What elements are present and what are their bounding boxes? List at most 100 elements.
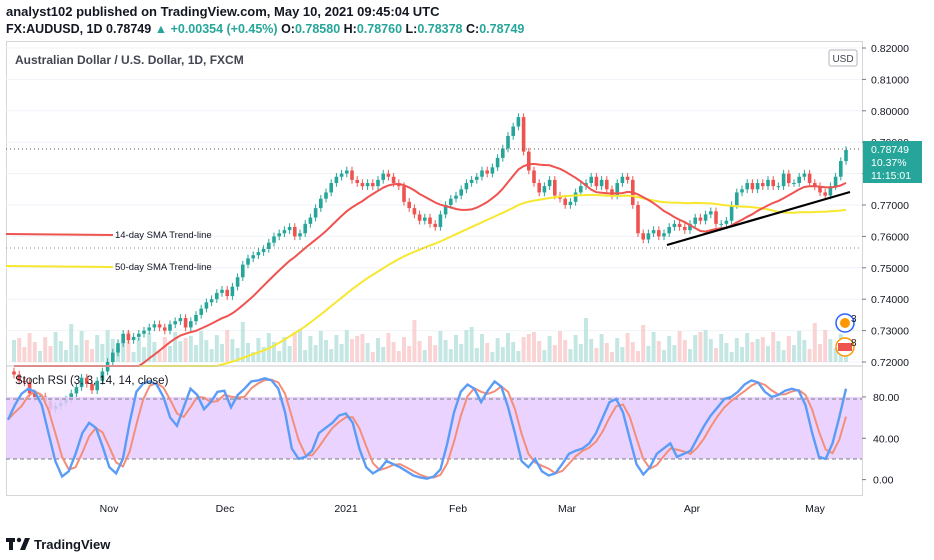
candle-body xyxy=(116,343,120,353)
candle xyxy=(355,176,359,187)
grid-lines xyxy=(6,47,862,363)
y-tick-label: 0.76000 xyxy=(871,231,909,243)
volume-bar xyxy=(500,347,505,362)
candle-body xyxy=(95,380,99,391)
candle-body xyxy=(610,189,614,196)
candle xyxy=(189,317,193,332)
tradingview-logo-icon xyxy=(6,537,30,550)
candle-body xyxy=(142,330,146,334)
volume-bar xyxy=(552,345,557,362)
volume-bar xyxy=(516,351,521,362)
volume-bar xyxy=(459,344,464,362)
volume-bar xyxy=(615,338,620,362)
candle-body xyxy=(703,214,708,221)
candle-body xyxy=(137,333,141,337)
volume-bar xyxy=(277,351,282,362)
candle xyxy=(459,185,463,200)
candle xyxy=(501,144,505,162)
candle xyxy=(792,179,796,187)
volume-bar xyxy=(282,337,287,362)
volume-bar xyxy=(589,339,594,362)
candle xyxy=(657,226,661,241)
event-badge-1[interactable]: 3 xyxy=(835,313,857,333)
candle xyxy=(12,367,16,379)
candle-body xyxy=(537,183,541,193)
x-tick-label: Mar xyxy=(558,503,577,515)
candle xyxy=(204,298,209,313)
rsi-band xyxy=(6,396,862,459)
candle xyxy=(542,182,547,197)
volume-bar xyxy=(651,332,656,362)
candle xyxy=(277,229,281,241)
volume-bar xyxy=(568,349,573,362)
price-change: +0.00354 (+0.45%) xyxy=(170,22,278,36)
candle-body xyxy=(724,220,729,224)
candle-body xyxy=(173,321,177,325)
candle xyxy=(547,176,552,190)
candle-body xyxy=(79,377,84,388)
volume-bar xyxy=(225,330,230,362)
candle xyxy=(761,179,765,190)
candle-body xyxy=(386,173,391,177)
volume-bar xyxy=(511,342,516,362)
candle xyxy=(376,176,380,190)
volume-bar xyxy=(693,335,698,362)
volume-bar xyxy=(828,339,833,362)
currency-label: USD xyxy=(832,54,853,65)
volume-bar xyxy=(22,347,27,362)
volume-bar xyxy=(131,352,136,362)
rsi-title: Stoch RSI (3, 3, 14, 14, close) xyxy=(15,375,169,387)
candle xyxy=(178,314,183,325)
volume-bar xyxy=(199,331,204,362)
legend-sma14-label: 14-day SMA Trend-line xyxy=(115,230,212,241)
candle-body xyxy=(823,192,827,196)
candle xyxy=(740,185,744,197)
candle xyxy=(313,204,318,222)
candle-body xyxy=(755,183,760,190)
footer-brand[interactable]: TradingView xyxy=(34,536,111,552)
candle-body xyxy=(85,377,89,384)
candle-body xyxy=(147,327,151,331)
candle xyxy=(194,311,198,325)
volume-bar xyxy=(672,345,677,362)
candle-body xyxy=(360,183,365,187)
candle-body xyxy=(272,236,276,243)
candle xyxy=(433,220,437,231)
candle xyxy=(662,229,666,241)
event-badge-2[interactable]: 8 xyxy=(835,337,857,357)
volume-bar xyxy=(766,346,770,362)
volume-bar xyxy=(729,352,734,362)
candle xyxy=(781,169,786,190)
candle xyxy=(527,147,531,175)
candle xyxy=(693,213,697,228)
candle-body xyxy=(22,380,27,383)
symbol-label[interactable]: FX:AUDUSD, 1D xyxy=(6,22,103,36)
candle xyxy=(329,179,333,197)
volume-bar xyxy=(438,331,443,362)
volume-bar xyxy=(464,330,469,362)
volume-bar xyxy=(360,334,365,362)
candle xyxy=(371,179,375,190)
volume-bar xyxy=(17,338,22,362)
candle-body xyxy=(334,176,339,184)
candle xyxy=(475,172,479,184)
volume-bar xyxy=(760,337,765,362)
volume-bar xyxy=(734,338,739,362)
candle-body xyxy=(261,248,266,253)
candle xyxy=(719,220,723,228)
volume-bar xyxy=(818,344,822,362)
y-tick-label: 0.72000 xyxy=(871,357,909,369)
volume-bar xyxy=(355,336,360,362)
candle-body xyxy=(230,286,235,297)
candle-body xyxy=(521,117,526,152)
price-chart[interactable]: 14-day SMA Trend-line 50-day SMA Trend-l… xyxy=(0,0,934,530)
volume-bar xyxy=(724,343,729,362)
candle xyxy=(709,207,713,219)
candle-body xyxy=(267,242,271,249)
volume-bar xyxy=(454,335,458,362)
volume-bar xyxy=(194,345,198,362)
low-value: 0.78378 xyxy=(417,22,463,36)
volume-bar xyxy=(578,344,583,362)
rsi-tick-label: 0.00 xyxy=(873,475,894,487)
candle-body xyxy=(651,230,656,234)
